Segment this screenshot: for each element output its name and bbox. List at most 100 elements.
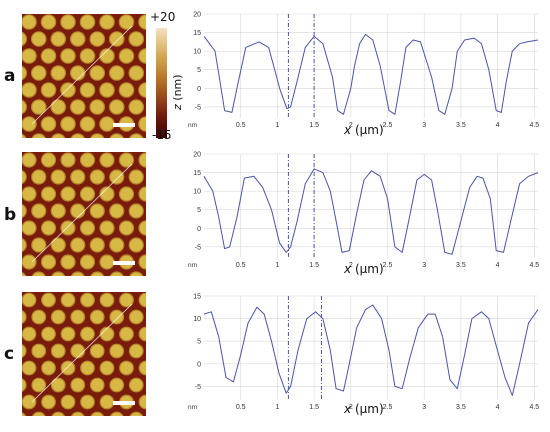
afm-dot	[91, 272, 103, 276]
afm-dot	[119, 15, 134, 29]
afm-dot	[130, 134, 143, 138]
y-tick-label: 0	[197, 226, 201, 233]
x-unit-label: nm	[188, 122, 197, 129]
afm-dot	[42, 361, 55, 375]
x-axis-var-b: x	[344, 262, 352, 276]
afm-dot	[22, 187, 36, 201]
x-tick-label: 2.5	[383, 122, 393, 129]
afm-dot	[51, 32, 65, 46]
y-tick-label: 20	[193, 152, 201, 159]
afm-svg-b	[22, 152, 146, 276]
panel-label-a: a	[4, 66, 16, 86]
afm-dot	[81, 293, 94, 307]
afm-dot	[22, 327, 36, 341]
y-tick-label: -5	[195, 104, 201, 111]
afm-dot	[32, 204, 46, 218]
afm-dot	[41, 15, 56, 29]
x-axis-unit-a: (µm)	[354, 123, 384, 137]
x-tick-label: 4.5	[529, 122, 539, 129]
afm-dot	[130, 378, 143, 392]
x-tick-label: 2.5	[383, 404, 393, 411]
afm-dot	[32, 32, 46, 46]
profile-scan-line	[31, 303, 133, 403]
afm-dot	[52, 344, 65, 358]
afm-dot	[120, 293, 133, 307]
afm-dot	[110, 134, 123, 138]
afm-dot	[110, 378, 123, 392]
afm-dot	[22, 33, 26, 45]
afm-dot	[52, 412, 64, 416]
afm-dot	[22, 171, 26, 183]
series-line	[203, 33, 539, 115]
afm-dot	[22, 135, 26, 138]
afm-dot	[91, 134, 104, 138]
y-tick-label: 0	[197, 361, 201, 368]
y-tick-label: 0	[197, 86, 201, 93]
afm-dot	[100, 83, 114, 97]
afm-dot	[51, 238, 65, 252]
afm-svg-a	[22, 14, 146, 138]
profile-svg-c: -5 0 5 10 15 0.5 1 1.5 2 2.5 3 3.5 4 4.5 nm	[188, 294, 539, 412]
afm-dot	[61, 187, 75, 201]
colorbar-min-label: -15	[152, 128, 172, 142]
colorbar-axis-unit: (nm)	[171, 74, 184, 101]
afm-dot	[139, 187, 146, 201]
x-tick-label: 1.5	[309, 122, 319, 129]
afm-dot	[22, 205, 26, 217]
afm-dot	[139, 293, 146, 307]
x-axis-var-c: x	[344, 402, 352, 416]
afm-dot	[80, 15, 95, 29]
afm-dot	[33, 272, 45, 276]
x-tick-label: 2.5	[383, 262, 393, 269]
afm-dot-lattice	[22, 152, 146, 276]
afm-dot	[42, 395, 55, 409]
afm-dot	[22, 101, 26, 113]
afm-dot	[32, 238, 46, 252]
profile-chart-c: -5 0 5 10 15 0.5 1 1.5 2 2.5 3 3.5 4 4.5 nm	[186, 290, 542, 414]
afm-dot	[90, 32, 104, 46]
afm-dot	[71, 204, 85, 218]
y-tick-label: -5	[195, 244, 201, 251]
afm-dot	[22, 379, 26, 391]
afm-dot	[71, 238, 85, 252]
afm-dot	[110, 170, 124, 184]
afm-dot	[72, 412, 84, 416]
afm-dot	[100, 187, 114, 201]
afm-dot	[61, 361, 75, 375]
afm-dot	[32, 100, 46, 114]
profile-svg-b: -5 0 5 10 15 20 0.5 1 1.5 2 2.5 3 3.5 4 4.5 nm	[188, 152, 539, 270]
afm-dot	[91, 310, 104, 324]
afm-dot	[129, 32, 143, 46]
profile-svg-a: -5 0 5 10 15 20 0.5 1 1.5 2 2.5 3 3.5 4 4.5 nm	[188, 12, 539, 130]
x-tick-label: 1.5	[309, 262, 319, 269]
x-tick-label: 3.5	[456, 404, 466, 411]
series-line	[203, 304, 539, 396]
afm-dot	[22, 221, 36, 235]
afm-dot	[71, 66, 85, 80]
x-axis-unit-b: (µm)	[354, 262, 384, 276]
afm-dot	[139, 361, 146, 375]
afm-dot	[32, 378, 45, 392]
afm-dot	[129, 204, 143, 218]
afm-dot	[100, 293, 114, 307]
afm-dot	[22, 345, 26, 357]
afm-dot	[139, 83, 146, 97]
afm-dot	[100, 361, 114, 375]
afm-dot	[51, 100, 65, 114]
afm-dot	[22, 49, 36, 63]
afm-dot	[61, 221, 75, 235]
afm-dot	[100, 221, 114, 235]
afm-dot	[139, 255, 146, 269]
afm-dot	[22, 311, 26, 323]
y-tick-label: 10	[193, 49, 201, 56]
afm-dot	[22, 413, 25, 416]
afm-dot	[22, 117, 36, 131]
afm-dot	[22, 395, 36, 409]
afm-dot	[71, 378, 84, 392]
afm-dot	[100, 49, 114, 63]
afm-dot	[90, 100, 104, 114]
x-tick-label: 3	[422, 122, 426, 129]
afm-dot	[100, 15, 114, 29]
afm-dot	[71, 134, 84, 138]
x-tick-label: 0.5	[236, 122, 246, 129]
